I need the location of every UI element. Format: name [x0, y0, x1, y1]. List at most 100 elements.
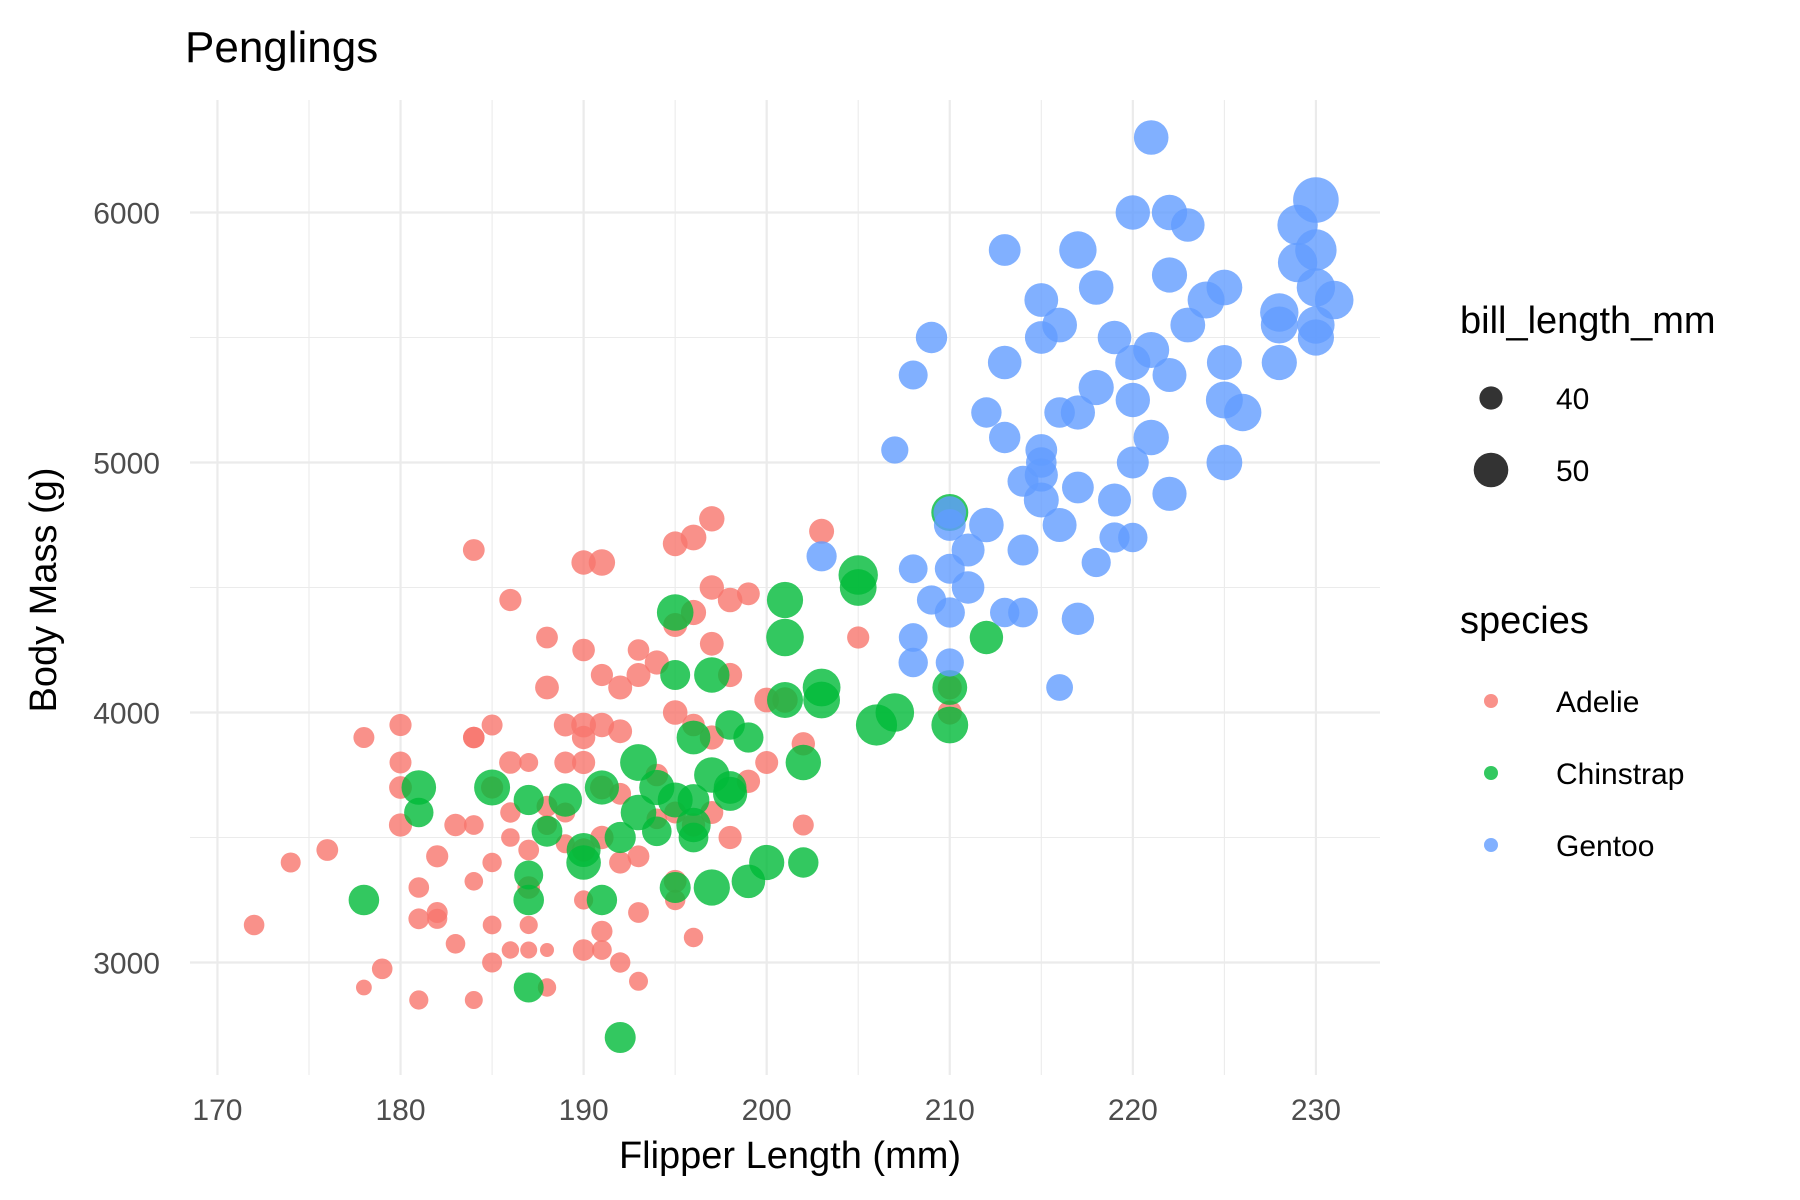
data-point [699, 631, 724, 656]
data-point [445, 934, 466, 954]
data-point [1260, 306, 1298, 344]
data-point [408, 908, 430, 930]
size-legend-label-40: 40 [1556, 383, 1589, 416]
size-legend-key-50 [1473, 452, 1509, 488]
data-point [592, 940, 612, 960]
data-point [767, 682, 803, 718]
data-point [1060, 395, 1095, 430]
data-point [463, 815, 484, 835]
data-point [1008, 597, 1038, 628]
data-point [501, 828, 520, 847]
data-point [371, 958, 393, 980]
data-point [680, 524, 707, 551]
data-point [1295, 229, 1337, 271]
data-point [316, 839, 339, 861]
data-point [1007, 534, 1039, 566]
data-point [785, 744, 821, 781]
data-point [693, 869, 730, 906]
data-point [590, 663, 614, 687]
data-point [1133, 120, 1169, 155]
data-point [626, 663, 651, 687]
color-legend-key-gentoo [1484, 838, 1498, 852]
data-point [1293, 177, 1339, 223]
data-point [1171, 208, 1205, 242]
data-point [766, 618, 804, 657]
data-point [898, 623, 928, 652]
x-tick-label: 170 [192, 1094, 242, 1127]
data-point [499, 751, 522, 774]
data-point [353, 727, 375, 748]
x-tick-label: 230 [1291, 1094, 1341, 1127]
data-point [662, 700, 688, 725]
data-point [427, 908, 448, 929]
data-point [1133, 332, 1170, 368]
axis-ticks: 170 180 190 200 210 220 230 3000 4000 5000 6000 [93, 198, 1341, 1128]
data-point [839, 569, 877, 606]
data-point [988, 234, 1021, 266]
data-point [584, 770, 620, 805]
data-point [514, 860, 544, 890]
data-point [1206, 269, 1243, 306]
data-point [1078, 369, 1114, 406]
color-legend: species Adelie Chinstrap Gentoo [1460, 600, 1684, 863]
data-point [915, 321, 948, 354]
data-point [660, 660, 691, 690]
data-point [951, 533, 985, 567]
data-point [718, 825, 742, 850]
y-tick-label: 5000 [93, 448, 160, 481]
data-point [589, 712, 615, 738]
data-point [1261, 344, 1297, 381]
color-legend-key-chinstrap [1484, 766, 1498, 780]
size-legend-key-40 [1479, 386, 1503, 410]
data-point [642, 816, 672, 847]
color-legend-key-adelie [1484, 694, 1498, 708]
x-tick-label: 210 [925, 1094, 975, 1127]
data-point [677, 784, 710, 816]
data-point [401, 770, 437, 805]
plot-points [243, 120, 1354, 1053]
data-point [766, 581, 804, 619]
data-point [1314, 280, 1354, 320]
data-point [474, 769, 511, 806]
data-point [1097, 320, 1132, 355]
data-point [482, 952, 503, 973]
data-point [389, 751, 412, 774]
data-point [1152, 476, 1187, 511]
data-point [356, 979, 372, 996]
data-point [500, 802, 521, 823]
data-point [463, 726, 485, 749]
size-legend-title: bill_length_mm [1460, 300, 1716, 342]
data-point [803, 681, 840, 719]
data-point [536, 626, 558, 649]
y-tick-label: 4000 [93, 698, 160, 731]
data-point [1024, 458, 1058, 492]
data-point [881, 436, 909, 464]
data-point [1116, 446, 1149, 479]
size-legend-label-50: 50 [1556, 455, 1589, 488]
x-tick-label: 180 [376, 1094, 426, 1127]
data-point [627, 639, 650, 661]
data-point [898, 647, 928, 678]
data-point [951, 571, 985, 604]
color-legend-label-chinstrap: Chinstrap [1556, 758, 1684, 791]
data-point [969, 620, 1004, 655]
data-point [280, 852, 301, 873]
data-point [604, 821, 636, 854]
data-point [678, 822, 709, 853]
data-point [875, 693, 915, 732]
data-point [482, 915, 502, 935]
data-point [548, 783, 582, 817]
data-point [676, 720, 711, 755]
data-point [683, 927, 704, 948]
data-point [1059, 231, 1097, 269]
data-point [464, 872, 484, 891]
data-point [1042, 307, 1077, 343]
x-axis-title: Flipper Length (mm) [619, 1135, 961, 1177]
color-legend-label-gentoo: Gentoo [1556, 830, 1654, 863]
data-point [1115, 382, 1151, 418]
data-point [659, 872, 691, 903]
data-point [591, 920, 613, 942]
data-point [571, 712, 596, 738]
data-point [935, 648, 964, 677]
data-point [588, 549, 616, 576]
